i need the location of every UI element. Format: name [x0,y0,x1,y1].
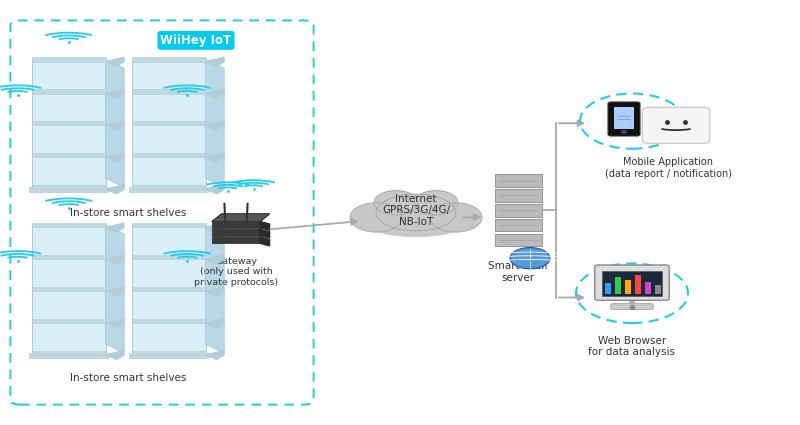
Polygon shape [106,89,124,98]
Bar [132,89,206,94]
Polygon shape [106,225,124,353]
Bar [495,234,542,246]
Bar [495,174,542,187]
Text: Smart shelf
server: Smart shelf server [488,261,549,283]
Bar [129,353,208,358]
Bar [212,221,260,228]
Bar [132,57,206,62]
Polygon shape [106,287,124,296]
Bar [32,319,106,323]
Bar [132,153,206,157]
FancyBboxPatch shape [611,303,653,309]
Polygon shape [106,153,124,162]
Bar [32,57,106,62]
Bar [132,287,206,291]
Polygon shape [106,223,124,232]
Text: Web Browser
for data analysis: Web Browser for data analysis [589,336,675,357]
Polygon shape [206,351,224,360]
Bar [32,225,106,353]
Bar [602,271,662,296]
Text: WiiHey IoT: WiiHey IoT [161,34,231,47]
Ellipse shape [39,188,91,191]
Bar [625,280,631,295]
Bar [32,153,106,157]
Polygon shape [206,287,224,296]
Ellipse shape [372,218,460,237]
Bar [212,230,260,235]
Polygon shape [206,60,224,187]
Circle shape [622,130,626,133]
Polygon shape [106,351,124,360]
Text: In-store smart shelves: In-store smart shelves [70,373,186,383]
Polygon shape [206,185,224,194]
Text: Gateway
(only used with
private protocols): Gateway (only used with private protocol… [194,257,278,287]
Bar [132,319,206,323]
Polygon shape [206,223,224,232]
Bar [495,219,542,232]
Bar [605,283,611,295]
Ellipse shape [350,203,402,232]
Bar [495,204,542,217]
Polygon shape [206,57,224,66]
Bar [32,89,106,94]
Polygon shape [106,121,124,130]
Bar [32,351,106,355]
Text: In-store smart shelves: In-store smart shelves [70,207,186,218]
Polygon shape [106,57,124,66]
Bar [32,121,106,125]
Bar [132,223,206,227]
Bar [495,189,542,202]
FancyBboxPatch shape [608,102,640,136]
Bar [132,255,206,259]
Bar [32,223,106,227]
Bar [32,287,106,291]
FancyBboxPatch shape [642,108,710,143]
Bar [132,351,206,355]
Bar [132,121,206,125]
Polygon shape [260,230,270,238]
Ellipse shape [374,190,418,215]
Bar [212,237,260,243]
Polygon shape [212,214,270,221]
Bar [129,187,208,192]
Bar [132,225,206,353]
Polygon shape [106,185,124,194]
Bar [645,282,650,295]
Bar [32,255,106,259]
Polygon shape [106,319,124,328]
Polygon shape [206,89,224,98]
Bar [32,185,106,189]
Circle shape [510,248,550,269]
Ellipse shape [39,354,91,357]
Polygon shape [106,60,124,187]
Text: Mobile Application
(data report / notification): Mobile Application (data report / notifi… [605,157,731,178]
Ellipse shape [139,354,191,357]
Ellipse shape [376,194,456,231]
Bar [635,275,641,295]
Bar [132,60,206,187]
Bar [614,108,634,129]
Ellipse shape [139,188,191,191]
Polygon shape [260,237,270,246]
Bar [132,185,206,189]
Text: Internet
GPRS/3G/4G/
NB-IoT: Internet GPRS/3G/4G/ NB-IoT [382,194,450,227]
Bar [655,285,661,295]
Ellipse shape [430,203,482,232]
Bar [615,277,621,295]
Bar [29,187,108,192]
Polygon shape [206,255,224,264]
Polygon shape [106,255,124,264]
Ellipse shape [414,190,458,215]
Bar [32,60,106,187]
Polygon shape [206,121,224,130]
FancyBboxPatch shape [595,265,669,300]
Polygon shape [206,225,224,353]
Polygon shape [206,153,224,162]
Polygon shape [260,221,270,230]
Bar [29,353,108,358]
Polygon shape [206,319,224,328]
